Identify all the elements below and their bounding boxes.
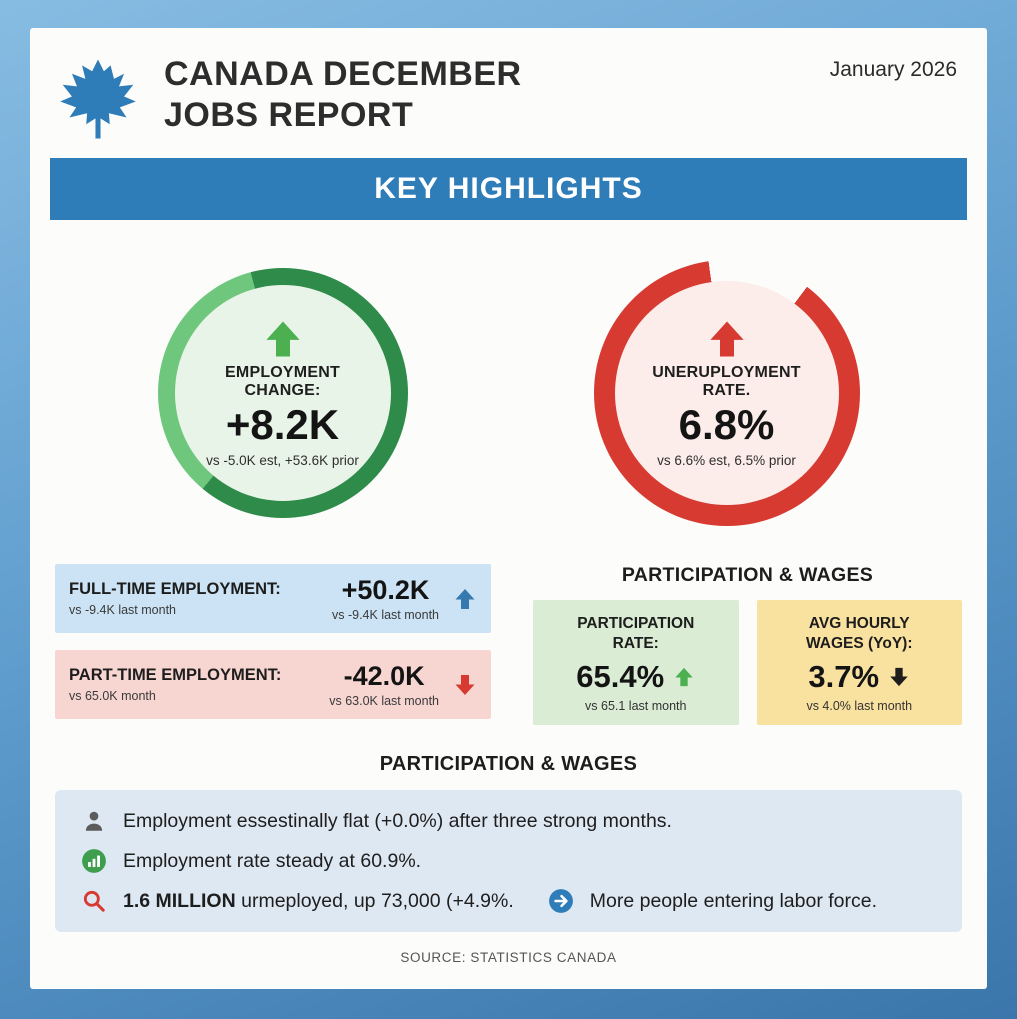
bar-value-block: -42.0K vs 63.0K last month xyxy=(329,661,439,708)
note-row: 1.6 MILLION urmeployed, up 73,000 (+4.9%… xyxy=(81,888,936,914)
gauge-label: EMPLOYMENT CHANGE: xyxy=(225,363,340,399)
unemployment-rate-gauge: UNERUPLOYMENT RATE. 6.8% vs 6.6% est, 6.… xyxy=(593,260,860,526)
card-label-line1: PARTICIPATION xyxy=(577,615,695,632)
stats-row: FULL-TIME EMPLOYMENT: vs -9.4K last mont… xyxy=(55,564,962,726)
note-text: Employment essestinally flat (+0.0%) aft… xyxy=(123,809,672,832)
card-note: vs 65.1 last month xyxy=(585,699,687,714)
bar-value: +50.2K xyxy=(341,575,430,605)
arrow-up-icon xyxy=(709,321,744,357)
note-text: Employment rate steady at 60.9%. xyxy=(123,849,422,872)
gauges-row: EMPLOYMENT CHANGE: +8.2K vs -5.0K est, +… xyxy=(30,260,987,526)
bar-label: FULL-TIME EMPLOYMENT: xyxy=(69,580,281,598)
card-note: vs 4.0% last month xyxy=(806,699,913,714)
gauge-label: UNERUPLOYMENT RATE. xyxy=(652,363,801,399)
card-label-line1: AVG HOURLY xyxy=(808,615,910,632)
header: CANADA DECEMBER JOBS REPORT January 2026 xyxy=(30,28,987,142)
bar-value: -42.0K xyxy=(343,661,425,691)
participation-wages-section: PARTICIPATION & WAGES PARTICIPATION RATE… xyxy=(533,564,962,726)
note-row: Employment rate steady at 60.9%. xyxy=(81,848,936,874)
arrow-up-icon xyxy=(455,588,475,609)
card-value-row: 65.4% xyxy=(541,659,731,695)
source-footer: SOURCE: STATISTICS CANADA xyxy=(400,950,617,966)
arrow-up-icon xyxy=(675,668,693,687)
arrow-down-icon xyxy=(455,674,475,695)
employment-change-gauge: EMPLOYMENT CHANGE: +8.2K vs -5.0K est, +… xyxy=(157,268,408,518)
page-title-line2: JOBS REPORT xyxy=(164,95,414,134)
note-bold-text: 1.6 MILLION xyxy=(123,889,236,912)
bar-value-block: +50.2K vs -9.4K last month xyxy=(332,575,439,622)
participation-rate-card: PARTICIPATION RATE: 65.4% vs 65.1 last m… xyxy=(533,600,739,726)
key-highlights-label: KEY HIGHLIGHTS xyxy=(374,172,643,205)
full-time-employment-bar: FULL-TIME EMPLOYMENT: vs -9.4K last mont… xyxy=(55,564,491,633)
bar-note: vs 63.0K last month xyxy=(329,694,439,708)
page-title-line1: CANADA DECEMBER xyxy=(164,55,522,93)
bar-note: vs -9.4K last month xyxy=(332,608,439,622)
card-value: 65.4% xyxy=(576,659,665,695)
note-row: Employment essestinally flat (+0.0%) aft… xyxy=(81,808,936,834)
card-label-line2: WAGES (YoY): xyxy=(806,635,913,653)
bar-sublabel: vs 65.0K month xyxy=(69,689,156,703)
magnifier-icon xyxy=(83,891,105,913)
avg-hourly-wages-card: AVG HOURLY WAGES (YoY): 3.7% vs 4.0% las… xyxy=(756,600,962,726)
maple-leaf-icon xyxy=(60,59,136,139)
bar-text-block: FULL-TIME EMPLOYMENT: vs -9.4K last mont… xyxy=(69,580,332,617)
bar-text-block: PART-TIME EMPLOYMENT: vs 65.0K month xyxy=(69,666,329,703)
participation-wages-heading: PARTICIPATION & WAGES xyxy=(621,564,874,586)
part-time-employment-bar: PART-TIME EMPLOYMENT: vs 65.0K month -42… xyxy=(55,650,491,719)
gauge-comparison: vs -5.0K est, +53.6K prior xyxy=(206,453,359,469)
note-suffix-text: More people entering labor force. xyxy=(589,889,878,912)
bar-label: PART-TIME EMPLOYMENT: xyxy=(69,666,282,684)
key-highlights-banner: KEY HIGHLIGHTS xyxy=(50,158,967,220)
gauge-value: 6.8% xyxy=(678,400,775,448)
arrow-down-icon xyxy=(890,668,908,687)
card-label: AVG HOURLY WAGES (YoY): xyxy=(765,614,955,654)
gauge-value: +8.2K xyxy=(225,400,340,448)
infographic-card: CANADA DECEMBER JOBS REPORT January 2026… xyxy=(30,28,987,989)
card-value-row: 3.7% xyxy=(765,659,955,695)
card-label-line2: RATE: xyxy=(612,635,659,653)
bar-sublabel: vs -9.4K last month xyxy=(69,603,176,617)
employment-change-gauge-face: EMPLOYMENT CHANGE: +8.2K vs -5.0K est, +… xyxy=(174,285,391,501)
chart-icon xyxy=(82,849,106,874)
page-title: CANADA DECEMBER JOBS REPORT xyxy=(164,54,522,136)
note-regular-text: urmeployed, up 73,000 (+4.9%. xyxy=(235,889,514,912)
notes-heading: PARTICIPATION & WAGES xyxy=(379,753,638,776)
card-label: PARTICIPATION RATE: xyxy=(541,614,731,654)
arrow-up-icon xyxy=(265,321,300,357)
person-icon xyxy=(85,812,103,832)
notes-panel: Employment essestinally flat (+0.0%) aft… xyxy=(55,790,962,933)
report-date: January 2026 xyxy=(829,58,957,81)
note-text: 1.6 MILLION urmeployed, up 73,000 (+4.9%… xyxy=(123,890,514,913)
employment-bars: FULL-TIME EMPLOYMENT: vs -9.4K last mont… xyxy=(55,564,491,725)
unemployment-rate-gauge-face: UNERUPLOYMENT RATE. 6.8% vs 6.6% est, 6.… xyxy=(614,281,839,505)
gauge-comparison: vs 6.6% est, 6.5% prior xyxy=(657,453,796,469)
participation-wages-boxes: PARTICIPATION RATE: 65.4% vs 65.1 last m… xyxy=(533,600,962,726)
arrow-circle-right-icon xyxy=(548,889,573,914)
card-value: 3.7% xyxy=(808,659,880,695)
